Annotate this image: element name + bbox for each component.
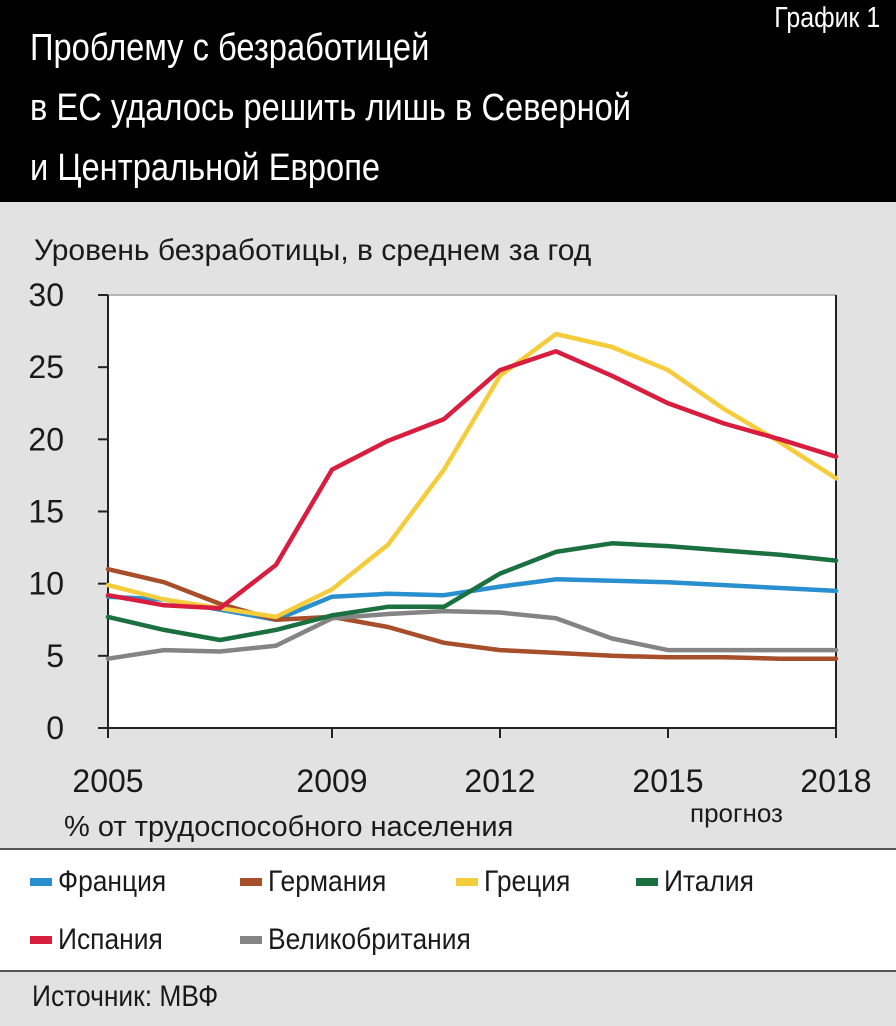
forecast-label: прогноз	[690, 798, 783, 828]
x-tick-label: 2005	[72, 763, 143, 799]
y-tick-label: 15	[28, 494, 64, 530]
chart-title: Проблему с безработицей в ЕС удалось реш…	[30, 18, 649, 198]
legend-item: Греция	[456, 862, 582, 902]
series-line	[105, 566, 839, 661]
y-tick-label: 25	[28, 349, 64, 385]
legend-label: Испания	[58, 923, 163, 956]
legend-item: Италия	[636, 862, 766, 902]
legend-label: Франция	[58, 865, 167, 898]
legend-swatch	[240, 878, 262, 886]
chart-header: Проблему с безработицей в ЕС удалось реш…	[0, 0, 896, 202]
line-chart: Уровень безработицы, в среднем за год 0 5…	[28, 234, 871, 843]
source-footer: Источник: МВФ	[0, 970, 896, 1026]
legend-swatch	[30, 878, 52, 886]
chart-title-line: в ЕС удалось решить лишь в Северной	[30, 87, 632, 129]
plot-area	[108, 295, 836, 728]
series-line	[105, 331, 839, 620]
chart-legend: Франция Германия Греция Италия Испания В…	[0, 848, 896, 972]
legend-item: Великобритания	[240, 920, 498, 960]
legend-label: Германия	[268, 865, 387, 898]
y-tick-label: 10	[28, 566, 64, 602]
chart-title-line: Проблему с безработицей	[30, 27, 430, 69]
legend-swatch	[240, 936, 262, 944]
series-line	[105, 349, 839, 611]
legend-label: Великобритания	[268, 923, 471, 956]
x-tick-label: 2018	[800, 763, 871, 799]
legend-item: Германия	[240, 862, 403, 902]
legend-swatch	[636, 878, 658, 886]
chart-subtitle: Уровень безработицы, в среднем за год	[34, 234, 591, 267]
x-tick-label: 2009	[296, 763, 367, 799]
y-tick-label: 20	[28, 421, 64, 457]
chart-number-label: График 1	[773, 2, 880, 34]
chart-axes: 0 5 10 15 20 25 30 2005 2009 2012 2015 2018	[28, 277, 871, 799]
x-tick-label: 2015	[632, 763, 703, 799]
legend-item: Франция	[30, 862, 181, 902]
legend-item: Испания	[30, 920, 177, 960]
source-text: Источник: МВФ	[32, 980, 219, 1013]
chart-series-layer	[105, 331, 839, 661]
legend-swatch	[456, 878, 478, 886]
legend-swatch	[30, 936, 52, 944]
legend-label: Италия	[664, 865, 754, 898]
x-tick-label: 2012	[464, 763, 535, 799]
series-line	[105, 541, 839, 643]
chart-title-line: и Центральной Европе	[30, 147, 381, 189]
series-line	[105, 608, 839, 661]
y-tick-label: 0	[46, 710, 64, 746]
y-tick-label: 5	[46, 638, 64, 674]
legend-label: Греция	[484, 865, 571, 898]
y-tick-label: 30	[28, 277, 64, 313]
x-axis-label: % от трудоспособного населения	[64, 811, 513, 843]
